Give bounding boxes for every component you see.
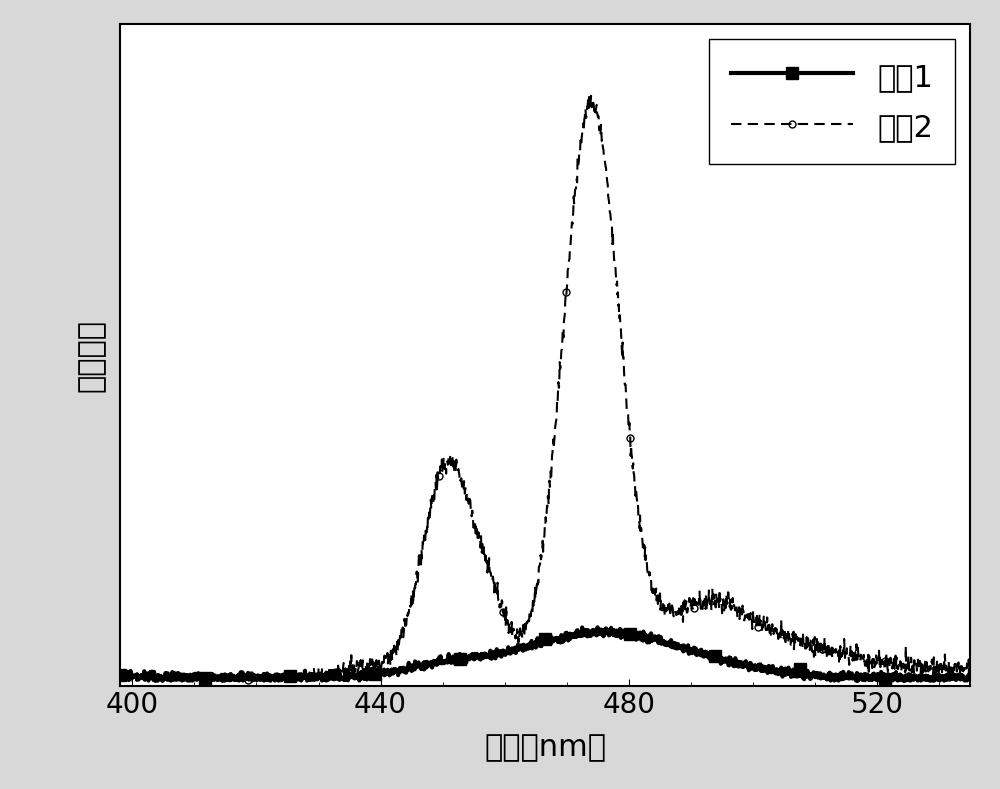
曲祹2	[784, 641, 796, 650]
曲祹1	[592, 623, 604, 632]
曲祹2	[940, 661, 952, 671]
X-axis label: 波长（nm）: 波长（nm）	[484, 733, 606, 762]
曲祹1	[528, 640, 540, 649]
曲祹2	[114, 669, 126, 679]
Line: 曲祹2: 曲祹2	[117, 92, 973, 684]
曲祹2	[964, 667, 976, 677]
曲祹1	[158, 672, 170, 682]
曲祹2	[158, 676, 170, 686]
Legend: 曲祹1, 曲祹2: 曲祹1, 曲祹2	[709, 39, 955, 164]
曲祹2	[940, 666, 952, 675]
曲祹1	[940, 671, 952, 680]
曲祹2	[528, 593, 540, 603]
曲祹1	[505, 648, 517, 657]
曲祹2	[585, 91, 597, 100]
Y-axis label: 发光强度: 发光强度	[77, 319, 106, 391]
曲祹2	[114, 676, 126, 686]
Line: 曲祹1: 曲祹1	[114, 621, 976, 686]
曲祹1	[142, 676, 154, 686]
曲祹2	[505, 626, 517, 635]
曲祹1	[114, 671, 126, 680]
曲祹1	[784, 668, 796, 678]
曲祹1	[940, 671, 952, 680]
曲祹1	[964, 665, 976, 675]
